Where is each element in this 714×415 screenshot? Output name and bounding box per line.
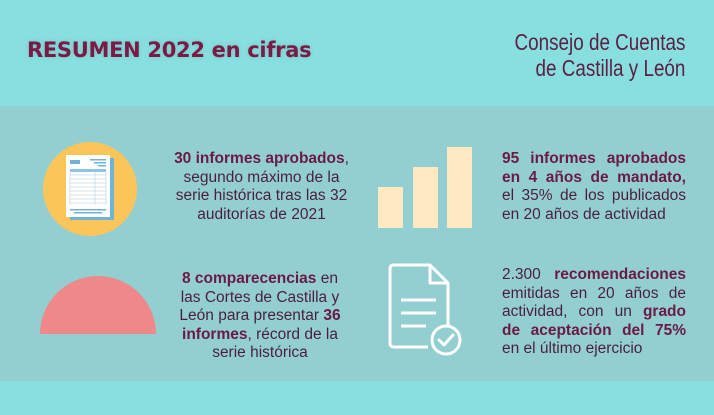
stat-highlight: informes <box>182 325 248 343</box>
semicircle-icon <box>40 276 156 334</box>
stat-highlight: 95 informes aprobados <box>502 150 686 167</box>
stat-text: en el último ejercicio <box>502 340 643 357</box>
organization-name: Consejo de Cuentas de Castilla y León <box>514 29 685 81</box>
stat-text: León para presentar <box>179 307 324 324</box>
stat-highlight: grado <box>642 303 686 320</box>
stat-text: el 35% de los publicados <box>502 187 686 204</box>
stat-text: serie histórica <box>212 344 308 361</box>
report-document-icon <box>43 142 137 236</box>
stat-text: en 20 años de actividad <box>502 205 666 223</box>
bar-chart-icon <box>378 147 472 228</box>
stat-recommendations: 2.300 recomendaciones emitidas en 20 año… <box>502 266 686 359</box>
stat-highlight: en 4 años de mandato, <box>502 168 686 186</box>
stat-text: emitidas en 20 años de <box>502 284 686 302</box>
stat-text: en <box>316 270 338 287</box>
stat-reports-approved: 30 informes aprobados, segundo máximo de… <box>160 150 363 224</box>
stat-text: 2.300 <box>502 266 555 283</box>
stat-text: segundo máximo de la <box>183 168 340 186</box>
stat-text: serie histórica tras las 32 <box>175 187 348 204</box>
stats-panel <box>0 106 714 381</box>
organization-line-1: Consejo de Cuentas <box>514 29 685 55</box>
stat-highlight: 8 comparecencias <box>182 270 317 287</box>
stat-appearances: 8 comparecencias en las Cortes de Castil… <box>165 270 355 363</box>
stat-text: auditorías de 2021 <box>197 205 326 223</box>
stat-text: , récord de la <box>247 325 338 343</box>
stat-highlight: de aceptación del 75% <box>502 321 686 339</box>
stat-highlight: 30 informes aprobados <box>174 150 345 167</box>
stat-text: actividad, con un <box>502 303 643 320</box>
stat-text: las Cortes de Castilla y <box>180 288 340 306</box>
stat-highlight: 36 <box>323 307 341 324</box>
stat-highlight: recomendaciones <box>554 266 686 283</box>
stat-mandate-reports: 95 informes aprobados en 4 años de manda… <box>502 150 686 224</box>
organization-line-2: de Castilla y León <box>535 55 685 81</box>
stat-text: , <box>344 150 349 167</box>
page-title: RESUMEN 2022 en cifras <box>27 38 312 62</box>
document-check-icon <box>388 263 462 356</box>
